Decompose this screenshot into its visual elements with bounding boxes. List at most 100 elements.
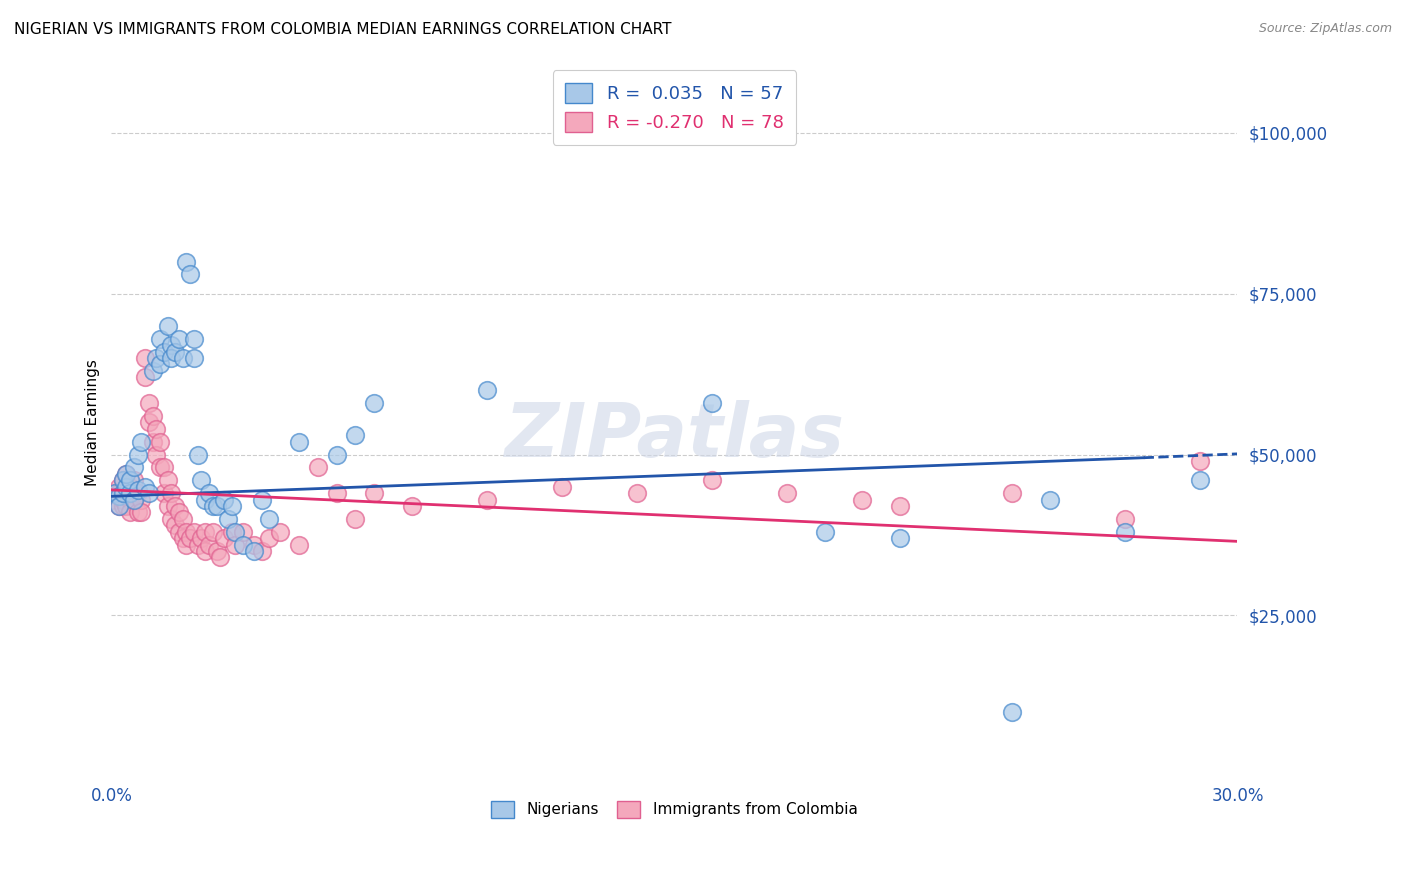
Point [475, 383, 498, 397]
Point [127, 483, 149, 497]
Point [120, 505, 142, 519]
Point [142, 434, 165, 449]
Point [401, 499, 423, 513]
Point [156, 318, 179, 333]
Point [224, 524, 246, 539]
Point [551, 480, 574, 494]
Point [325, 486, 347, 500]
Point [190, 473, 212, 487]
Point [700, 473, 723, 487]
Point [138, 415, 160, 429]
Legend: Nigerians, Immigrants from Colombia: Nigerians, Immigrants from Colombia [484, 793, 865, 825]
Text: NIGERIAN VS IMMIGRANTS FROM COLOMBIA MEDIAN EARNINGS CORRELATION CHART: NIGERIAN VS IMMIGRANTS FROM COLOMBIA MED… [14, 22, 672, 37]
Point [127, 505, 149, 519]
Point [145, 422, 167, 436]
Point [172, 512, 194, 526]
Point [134, 351, 156, 365]
Point [149, 332, 172, 346]
Point [153, 460, 176, 475]
Point [243, 544, 266, 558]
Point [172, 531, 194, 545]
Point [288, 434, 311, 449]
Point [194, 492, 217, 507]
Point [1114, 524, 1136, 539]
Point [889, 499, 911, 513]
Point [221, 499, 243, 513]
Point [111, 486, 134, 500]
Point [176, 254, 198, 268]
Point [115, 486, 138, 500]
Point [187, 538, 209, 552]
Point [813, 524, 835, 539]
Point [172, 351, 194, 365]
Point [190, 531, 212, 545]
Point [145, 448, 167, 462]
Point [111, 492, 134, 507]
Point [176, 524, 198, 539]
Point [120, 492, 142, 507]
Point [156, 499, 179, 513]
Point [257, 531, 280, 545]
Point [167, 505, 190, 519]
Point [122, 460, 145, 475]
Point [134, 480, 156, 494]
Point [153, 486, 176, 500]
Point [307, 460, 329, 475]
Point [1114, 512, 1136, 526]
Point [179, 268, 201, 282]
Point [232, 538, 254, 552]
Point [120, 486, 142, 500]
Point [243, 538, 266, 552]
Point [160, 512, 183, 526]
Point [122, 492, 145, 507]
Point [221, 524, 243, 539]
Point [153, 344, 176, 359]
Point [142, 364, 165, 378]
Point [165, 499, 187, 513]
Point [149, 434, 172, 449]
Text: ZIPatlas: ZIPatlas [505, 400, 845, 473]
Point [851, 492, 873, 507]
Point [138, 396, 160, 410]
Point [212, 492, 235, 507]
Point [108, 480, 131, 494]
Point [131, 434, 153, 449]
Point [115, 499, 138, 513]
Point [134, 370, 156, 384]
Point [269, 524, 291, 539]
Point [149, 358, 172, 372]
Point [122, 492, 145, 507]
Point [176, 538, 198, 552]
Point [131, 492, 153, 507]
Point [165, 518, 187, 533]
Point [165, 344, 187, 359]
Point [205, 499, 228, 513]
Point [205, 544, 228, 558]
Point [111, 473, 134, 487]
Point [156, 473, 179, 487]
Point [700, 396, 723, 410]
Point [1188, 454, 1211, 468]
Point [212, 531, 235, 545]
Point [183, 351, 205, 365]
Point [776, 486, 799, 500]
Point [167, 332, 190, 346]
Point [344, 512, 367, 526]
Point [201, 524, 224, 539]
Point [224, 538, 246, 552]
Y-axis label: Median Earnings: Median Earnings [86, 359, 100, 486]
Point [198, 486, 221, 500]
Point [108, 499, 131, 513]
Point [183, 524, 205, 539]
Point [160, 486, 183, 500]
Point [626, 486, 648, 500]
Point [104, 492, 127, 507]
Point [120, 473, 142, 487]
Point [104, 486, 127, 500]
Point [363, 486, 385, 500]
Point [1001, 705, 1024, 719]
Point [108, 499, 131, 513]
Point [1039, 492, 1062, 507]
Point [104, 486, 127, 500]
Point [120, 480, 142, 494]
